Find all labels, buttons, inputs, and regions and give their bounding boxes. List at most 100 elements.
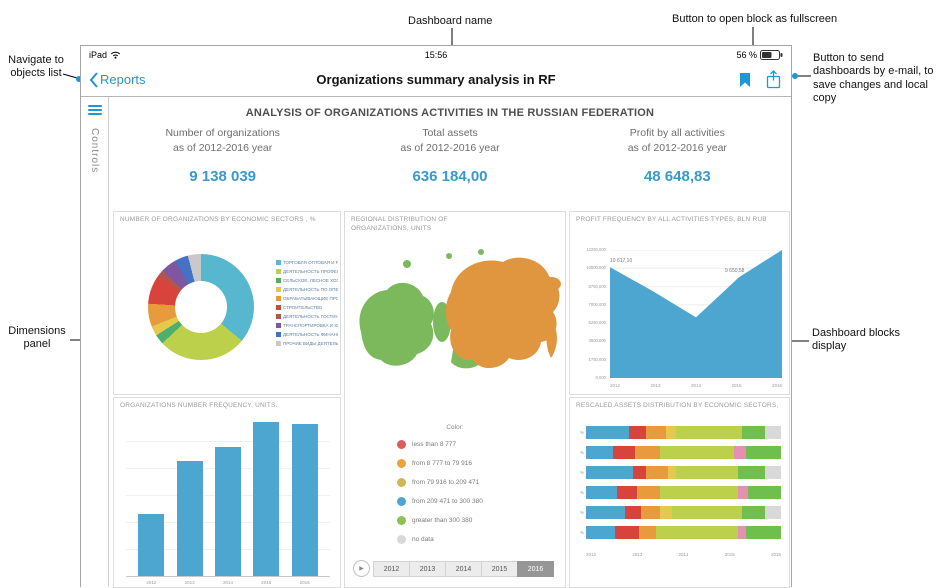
map-legend-item: no data <box>397 535 483 544</box>
stacked-segment <box>586 486 618 499</box>
block-organizations-by-sectors[interactable]: NUMBER OF ORGANIZATIONS BY ECONOMIC SECT… <box>113 211 341 395</box>
year-button-2016[interactable]: 2016 <box>517 560 554 577</box>
controls-tab[interactable]: Controls <box>89 128 100 174</box>
russia-map <box>359 249 561 369</box>
stacked-row-label: % <box>579 470 584 475</box>
annotation-navigate-objects: Navigate to objects list <box>8 54 64 80</box>
stacked-segment <box>638 526 657 539</box>
map-region-siberia[interactable] <box>445 257 560 369</box>
map-legend-item: greater than 300 380 <box>397 516 483 525</box>
year-button-2013[interactable]: 2013 <box>409 560 446 577</box>
back-button[interactable]: Reports <box>89 63 146 96</box>
block-title: PROFIT FREQUENCY BY ALL ACTIVITIES TYPES… <box>576 216 767 223</box>
stacked-segment <box>636 486 661 499</box>
stacked-bar-row: % <box>576 506 781 519</box>
legend-dot <box>397 478 406 487</box>
stacked-chart-x-axis: 2012 2013 2014 2015 2016 <box>586 552 781 557</box>
block-profit-frequency[interactable]: PROFIT FREQUENCY BY ALL ACTIVITIES TYPES… <box>569 211 790 395</box>
legend-label: ПРОЧИЕ ВИДЫ ДЕЯТЕЛЬНОСТИ <box>283 341 338 346</box>
stacked-segment <box>765 506 781 519</box>
stacked-x-label: 2014 <box>678 552 689 557</box>
legend-dot <box>397 459 406 468</box>
stacked-segment <box>586 466 633 479</box>
legend-label: СЕЛЬСКОЕ, ЛЕСНОЕ ХОЗЯЙСТВО <box>283 278 338 283</box>
fullscreen-bookmark-button[interactable] <box>739 72 751 88</box>
area-x-label: 2014 <box>690 383 701 388</box>
legend-dot <box>397 497 406 506</box>
legend-label: ДЕЯТЕЛЬНОСТЬ ФИНАНСОВАЯ И СТРАХОВАЯ <box>283 332 338 337</box>
legend-label: from 79 916 to 209 471 <box>412 479 480 486</box>
play-button[interactable]: ▶ <box>353 560 370 577</box>
map-region-west[interactable] <box>359 282 434 366</box>
bar-2016 <box>291 423 318 576</box>
stacked-x-label: 2015 <box>724 552 735 557</box>
bar-chart-x-axis: 2012 2013 2014 2015 2016 <box>126 580 330 585</box>
stacked-bar-row: % <box>576 426 781 439</box>
legend-dot <box>397 440 406 449</box>
map-legend-title: Color: <box>446 424 464 431</box>
block-title: RESCALED ASSETS DISTRIBUTION BY ECONOMIC… <box>576 402 779 409</box>
stacked-segment <box>656 526 739 539</box>
legend-label: ДЕЯТЕЛЬНОСТЬ ПО ОПЕРАЦИЯМ С НЕДВИЖИМЫМ <box>283 287 338 292</box>
stacked-row-label: % <box>579 490 584 495</box>
stacked-segment <box>765 426 781 439</box>
nav-bar: Reports Organizations summary analysis i… <box>81 63 791 97</box>
hamburger-menu-icon[interactable] <box>88 105 102 117</box>
kpi-label: Number of organizations as of 2012-2016 y… <box>165 127 280 154</box>
annotation-dimensions-panel: Dimensions panel <box>8 325 66 351</box>
bar-x-label: 2012 <box>146 580 157 585</box>
bar-x-label: 2015 <box>261 580 272 585</box>
area-x-label: 2016 <box>771 383 782 388</box>
stacked-segment <box>628 426 647 439</box>
bar-2012 <box>138 514 165 576</box>
stacked-segment <box>617 486 637 499</box>
wifi-icon <box>110 51 121 59</box>
stacked-segment <box>667 466 676 479</box>
legend-swatch <box>276 305 281 310</box>
stacked-row-label: % <box>579 510 584 515</box>
stacked-segment <box>634 446 661 459</box>
stacked-segment <box>675 466 739 479</box>
map-region-chukotka[interactable] <box>541 277 561 291</box>
map-island <box>478 249 484 255</box>
status-time: 15:56 <box>424 49 448 60</box>
stacked-segment <box>734 446 746 459</box>
stacked-bar-row: % <box>576 486 781 499</box>
stacked-row-label: % <box>579 530 584 535</box>
legend-label: СТРОИТЕЛЬСТВО <box>283 305 323 310</box>
legend-label: ТОРГОВЛЯ ОПТОВАЯ И РОЗНИЧНАЯ <box>283 260 338 265</box>
area-point-label: 9 650,58 <box>725 268 745 275</box>
block-assets-distribution[interactable]: RESCALED ASSETS DISTRIBUTION BY ECONOMIC… <box>569 397 790 588</box>
stacked-bar-row: % <box>576 466 781 479</box>
legend-label: ОБРАБАТЫВАЮЩИЕ ПРОИЗВОДСТВА <box>283 296 338 301</box>
area-chart-y-axis: 12250,000 10500,000 8750,000 7000,000 5250,0… <box>572 247 606 380</box>
area-ytick: 5250,000 <box>588 320 606 326</box>
year-button-2012[interactable]: 2012 <box>373 560 410 577</box>
dashboard-title: ANALYSIS OF ORGANIZATIONS ACTIVITIES IN … <box>245 107 655 119</box>
block-regional-distribution[interactable]: REGIONAL DISTRIBUTION OF ORGANIZATIONS, … <box>344 211 566 588</box>
stacked-segment <box>613 446 635 459</box>
device-label: iPad <box>89 49 108 60</box>
year-button-2014[interactable]: 2014 <box>445 560 482 577</box>
legend-swatch <box>276 314 281 319</box>
donut-legend-item: СЕЛЬСКОЕ, ЛЕСНОЕ ХОЗЯЙСТВО <box>276 278 338 283</box>
map-region-kamchatka[interactable] <box>546 320 558 358</box>
ipad-screenshot: iPad 15:56 56 % Reports Organizations su <box>80 45 792 588</box>
block-organizations-frequency[interactable]: ORGANIZATIONS NUMBER FREQUENCY, UNITS. 2… <box>113 397 341 588</box>
stacked-row-label: % <box>579 430 584 435</box>
bar-2013 <box>176 460 203 576</box>
stacked-x-label: 2012 <box>586 552 597 557</box>
stacked-segment <box>675 426 742 439</box>
kpi-value: 636 184,00 <box>412 168 488 186</box>
year-button-2015[interactable]: 2015 <box>481 560 518 577</box>
stacked-x-label: 2013 <box>632 552 643 557</box>
legend-label: ТРАНСПОРТИРОВКА И ХРАНЕНИЕ <box>283 323 338 328</box>
stacked-bar <box>586 486 781 499</box>
share-send-button[interactable] <box>766 70 781 89</box>
stacked-segment <box>660 446 735 459</box>
back-chevron-icon <box>89 71 98 88</box>
kpi-profit: Profit by all activities as of 2012-2016 … <box>564 126 791 185</box>
annotation-blocks-display: Dashboard blocks display <box>812 327 901 353</box>
stacked-bar <box>586 466 781 479</box>
stacked-segment <box>632 466 647 479</box>
